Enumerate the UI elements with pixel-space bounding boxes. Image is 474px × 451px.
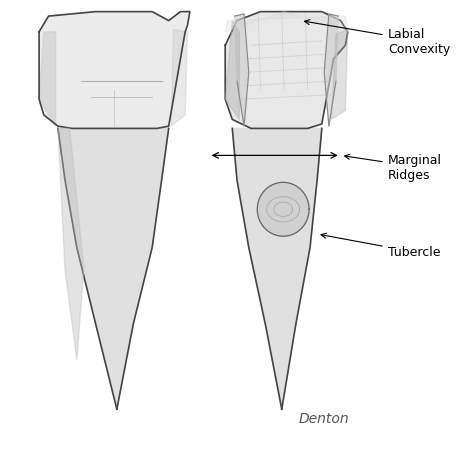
Text: Labial
Convexity: Labial Convexity [305,21,450,55]
Text: Marginal
Ridges: Marginal Ridges [345,153,442,181]
Polygon shape [324,15,338,127]
Polygon shape [58,129,84,360]
Polygon shape [58,129,169,409]
Polygon shape [331,31,348,120]
Polygon shape [225,13,348,33]
Polygon shape [225,22,239,120]
Polygon shape [235,15,249,127]
Polygon shape [232,129,322,409]
Text: Denton: Denton [298,411,349,425]
Polygon shape [171,31,188,127]
Polygon shape [39,13,190,129]
Polygon shape [257,183,309,237]
Polygon shape [225,13,348,129]
Text: Tubercle: Tubercle [321,234,440,259]
Polygon shape [39,33,55,127]
